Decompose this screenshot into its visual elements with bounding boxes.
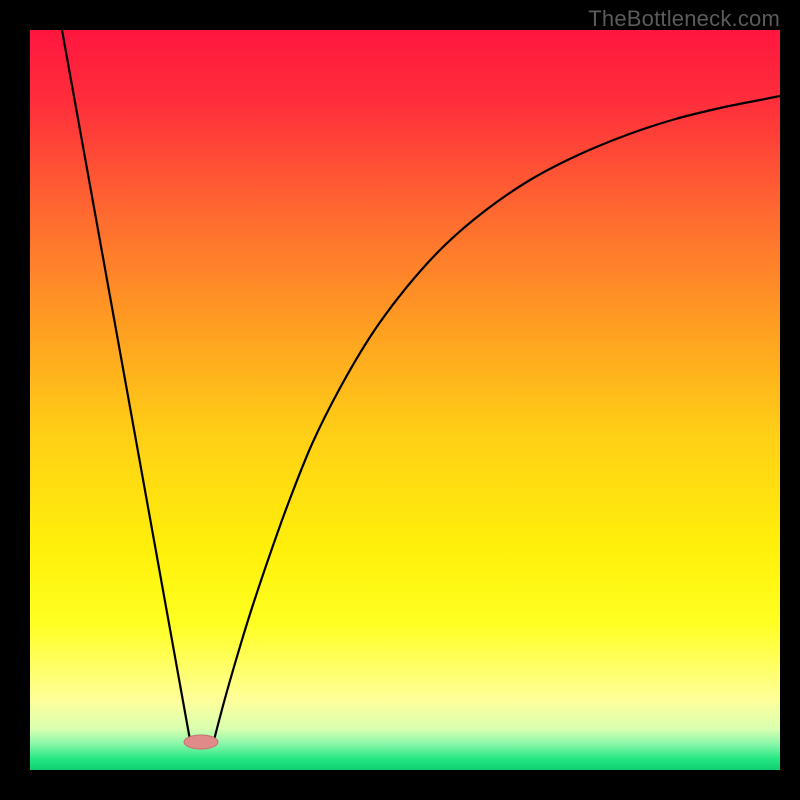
min-marker <box>184 735 218 749</box>
plot-background <box>30 30 780 770</box>
chart-container: TheBottleneck.com <box>0 0 800 800</box>
chart-svg <box>0 0 800 800</box>
watermark-text: TheBottleneck.com <box>588 6 780 32</box>
